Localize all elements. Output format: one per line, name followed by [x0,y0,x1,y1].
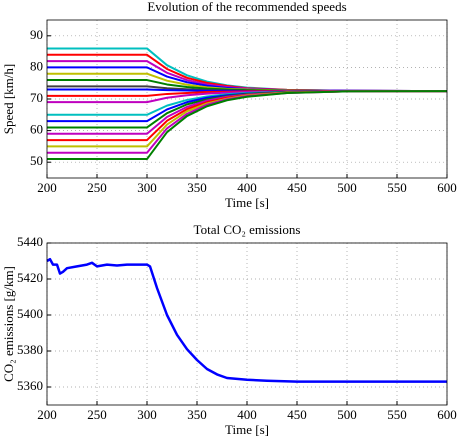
x-tick-label: 300 [137,180,157,195]
x-tick-label: 400 [237,407,257,422]
x-tick-label: 550 [387,180,407,195]
y-tick-label: 5440 [17,234,43,249]
x-tick-label: 400 [237,180,257,195]
x-axis-label: Time [s] [225,422,269,437]
x-tick-label: 450 [287,180,307,195]
chart-title: Evolution of the recommended speeds [147,0,346,14]
plot: 200 250 300 350 400 450 500 550 600 5360 5380 5400 5… [1,222,457,437]
plot: 200 250 300 350 400 450 500 550 600 50 60 70 80 90 Evo… [1,0,457,210]
x-tick-label: 250 [87,180,107,195]
plot-frame [46,242,448,406]
y-tick-label: 60 [30,122,43,137]
x-tick-label: 550 [387,407,407,422]
series-line [47,90,448,161]
x-tick-label: 300 [137,407,157,422]
y-axis-label: CO₂ emissions [g/km] [1,266,16,382]
series-line [46,257,447,383]
y-tick-label: 70 [30,90,43,105]
y-tick-label: 5420 [17,270,43,285]
x-tick-label: 600 [437,407,457,422]
y-axis-label: Speed [km/h] [1,64,16,134]
x-tick-label: 500 [337,407,357,422]
x-axis-label: Time [s] [225,195,269,210]
x-tick-label: 200 [37,407,57,422]
x-tick-label: 500 [337,180,357,195]
y-tick-label: 90 [30,27,43,42]
y-tick-label: 5360 [17,378,43,393]
plot-frame [46,19,448,179]
x-tick-label: 200 [37,180,57,195]
x-tick-label: 350 [187,407,207,422]
y-tick-label: 5380 [17,342,43,357]
x-tick-label: 350 [187,180,207,195]
x-tick-label: 250 [87,407,107,422]
x-tick-label: 450 [287,407,307,422]
chart-title: Total CO₂ emissions [194,222,301,237]
y-tick-label: 5400 [17,306,43,321]
y-tick-label: 80 [30,58,43,73]
y-tick-label: 50 [30,153,43,168]
x-tick-label: 600 [437,180,457,195]
